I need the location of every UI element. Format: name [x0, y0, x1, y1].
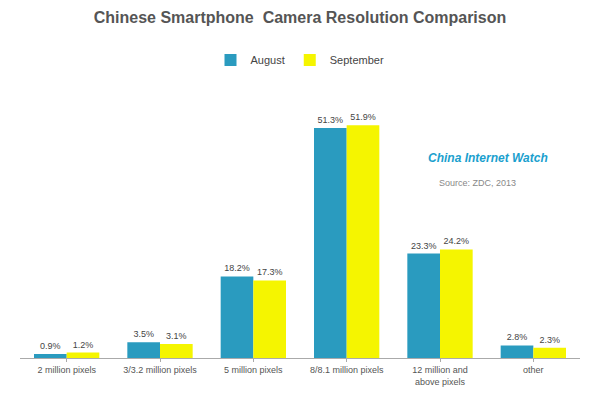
svg-text:3.1%: 3.1% — [166, 331, 187, 341]
svg-text:2 million pixels: 2 million pixels — [37, 365, 96, 375]
svg-text:5 million pixels: 5 million pixels — [224, 365, 283, 375]
svg-text:Chinese Smartphone Camera Res: Chinese Smartphone Camera Resolution Com… — [94, 9, 507, 26]
svg-text:1.2%: 1.2% — [73, 340, 94, 350]
svg-text:2.8%: 2.8% — [507, 332, 528, 342]
svg-text:8/8.1 million pixels: 8/8.1 million pixels — [310, 365, 384, 375]
svg-text:0.9%: 0.9% — [40, 341, 61, 351]
svg-text:3.5%: 3.5% — [133, 329, 154, 339]
svg-text:Source: ZDC, 2013: Source: ZDC, 2013 — [439, 178, 516, 188]
svg-text:18.2%: 18.2% — [224, 263, 250, 273]
svg-text:51.3%: 51.3% — [318, 115, 344, 125]
svg-text:12 million andabove pixels: 12 million andabove pixels — [412, 365, 468, 387]
svg-text:23.3%: 23.3% — [411, 241, 437, 251]
svg-text:August: August — [251, 54, 285, 66]
svg-text:3/3.2 million pixels: 3/3.2 million pixels — [123, 365, 197, 375]
svg-text:September: September — [330, 54, 384, 66]
svg-text:China Internet Watch: China Internet Watch — [428, 151, 548, 165]
svg-text:24.2%: 24.2% — [444, 236, 470, 246]
svg-text:17.3%: 17.3% — [257, 267, 283, 277]
svg-text:51.9%: 51.9% — [350, 112, 376, 122]
svg-text:other: other — [523, 365, 544, 375]
svg-text:2.3%: 2.3% — [539, 335, 560, 345]
